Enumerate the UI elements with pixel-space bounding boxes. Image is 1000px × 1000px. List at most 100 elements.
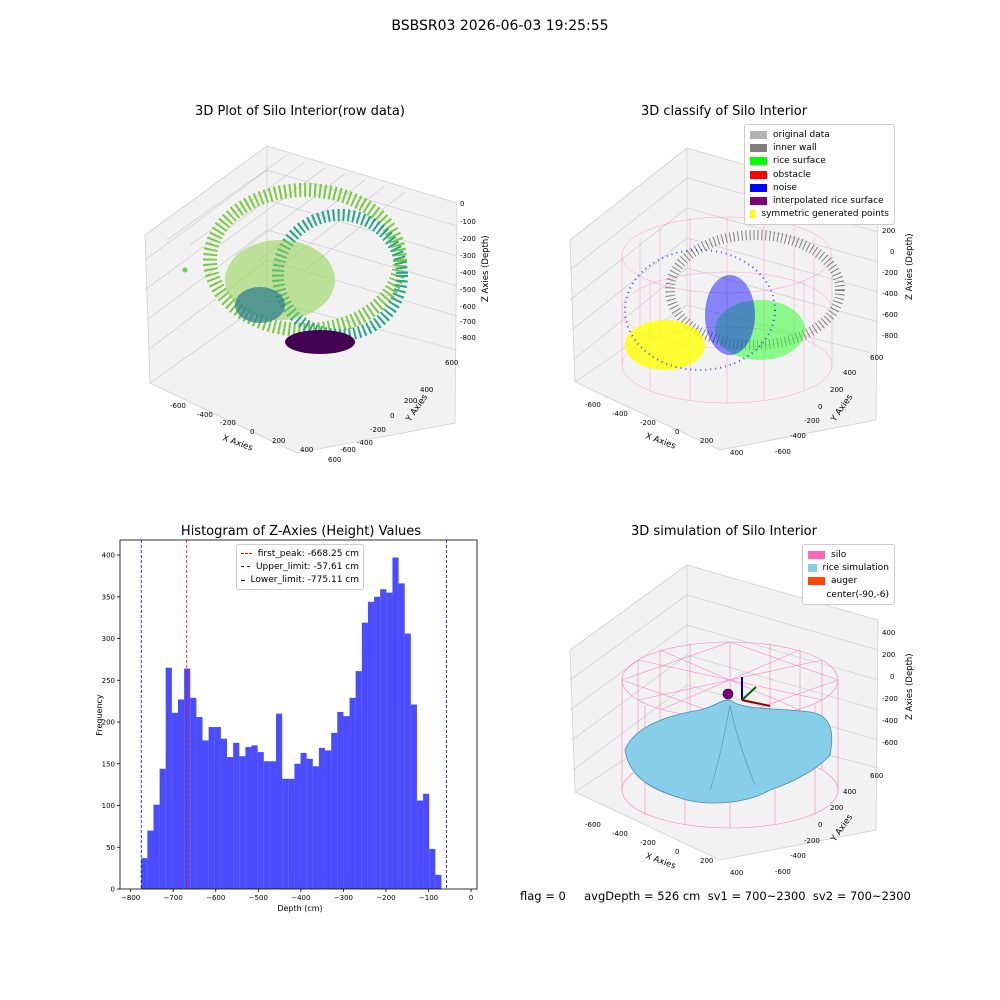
histogram-bar: [294, 763, 301, 889]
simulation-z-tick: -600: [882, 739, 898, 747]
raw-y-tick: 0: [390, 412, 394, 420]
legend-swatch: [808, 550, 825, 559]
histogram-bar: [245, 747, 252, 889]
histogram-bar: [392, 557, 399, 889]
legend-label: rice simulation: [822, 562, 889, 573]
simulation-panel-title: 3D simulation of Silo Interior: [631, 524, 817, 539]
classify-y-tick: -600: [775, 448, 791, 456]
y-tick-label: 400: [102, 552, 115, 560]
classify-z-tick: -600: [882, 311, 898, 319]
simulation-y-tick: -600: [775, 868, 791, 876]
raw-x-ticks: -600 -400 -200 0 200 400 600: [170, 402, 341, 464]
legend-item: auger: [808, 575, 889, 588]
histogram-bar: [325, 750, 332, 889]
legend-label: rice surface: [773, 156, 826, 167]
raw-z-tick: -400: [460, 269, 476, 277]
classify-y-tick: 400: [843, 369, 856, 377]
simulation-x-tick: 200: [700, 857, 713, 865]
raw-panel-title: 3D Plot of Silo Interior(row data): [195, 104, 405, 119]
classify-z-tick: 200: [882, 227, 895, 235]
histogram-bar: [416, 800, 424, 889]
histogram-bar: [300, 752, 307, 889]
legend-swatch: [808, 563, 817, 572]
classify-point-cloud: [624, 230, 845, 371]
raw-y-tick: 400: [420, 386, 433, 394]
legend-item: Lower_limit: -775.11 cm: [241, 574, 359, 587]
y-tick-label: 350: [102, 593, 115, 601]
legend-item: noise: [750, 181, 889, 194]
raw-z-tick: -700: [460, 318, 476, 326]
x-tick-label: −400: [291, 894, 310, 902]
raw-z-ticks: 0 -100 -200 -300 -400 -500 -600 -700 -80…: [460, 200, 476, 342]
legend-line: [241, 579, 245, 581]
simulation-z-tick: 200: [882, 651, 895, 659]
histogram-bar: [276, 713, 283, 889]
histogram-y-ticks: 0 50 100 150 200 250 300 350 400: [102, 552, 120, 894]
simulation-y-tick: -400: [790, 852, 806, 860]
simulation-x-tick: -200: [640, 839, 656, 847]
legend-line: [241, 553, 252, 555]
classify-legend: original data inner wall rice surface ob…: [744, 124, 895, 226]
histogram-bar: [159, 768, 166, 889]
simulation-z-tick: -400: [882, 717, 898, 725]
auger-axis-x: [741, 699, 771, 707]
classify-x-tick: -600: [585, 401, 601, 409]
histogram-bar: [220, 738, 228, 889]
simulation-x-label: X Axies: [644, 851, 677, 871]
simulation-y-tick: 0: [818, 821, 822, 829]
legend-label: auger: [831, 576, 858, 587]
histogram-bar: [177, 699, 185, 889]
simulation-z-tick: -200: [882, 695, 898, 703]
histogram-bar: [306, 758, 313, 889]
raw-y-tick: -600: [340, 446, 356, 454]
histogram-bar: [361, 622, 368, 889]
legend-label: Lower_limit: -775.11 cm: [250, 575, 359, 586]
legend-label: symmetric generated points: [761, 209, 889, 220]
histogram-bar: [423, 793, 430, 889]
raw-x-tick: 600: [328, 456, 341, 464]
classify-panel-title: 3D classify of Silo Interior: [640, 104, 808, 119]
y-tick-label: 150: [102, 760, 115, 768]
classify-x-tick: 0: [675, 428, 679, 436]
simulation-z-tick: 400: [882, 629, 895, 637]
legend-label: noise: [773, 182, 797, 193]
histogram-bar: [190, 697, 197, 889]
simulation-x-tick: 0: [675, 848, 679, 856]
legend-swatch: [750, 197, 767, 206]
raw-z-tick: -300: [460, 252, 476, 260]
histogram-bar: [380, 589, 387, 889]
simulation-z-tick: 0: [890, 673, 894, 681]
legend-item: rice surface: [750, 155, 889, 168]
histogram-bar: [367, 601, 375, 889]
histogram-bar: [208, 727, 215, 889]
classify-z-tick: 0: [890, 248, 894, 256]
histogram-bar: [337, 711, 344, 889]
legend-item: center(-90,-6): [808, 588, 889, 601]
raw-z-label: Z Axies (Depth): [481, 235, 491, 302]
legend-label: original data: [773, 129, 830, 140]
simulation-x-ticks: -600 -400 -200 0 200 400: [585, 821, 743, 877]
y-tick-label: 250: [102, 677, 115, 685]
histogram-axes-frame: [119, 539, 478, 890]
raw-z-tick: -100: [460, 218, 476, 226]
classify-y-ticks: 600 400 200 0 -200 -400 -600: [775, 354, 883, 456]
histogram-x-ticks: −800 −700 −600 −500 −400 −300 −200 −100 0: [121, 889, 473, 902]
raw-x-tick: -600: [170, 402, 186, 410]
raw-x-tick: 0: [250, 428, 254, 436]
rice-ridge: [709, 704, 756, 791]
classify-z-label: Z Axies (Depth): [905, 233, 915, 300]
legend-label: first_peak: -668.25 cm: [257, 548, 359, 559]
legend-item: obstacle: [750, 168, 889, 181]
classify-z-tick: -800: [882, 332, 898, 340]
classify-y-tick: 600: [870, 354, 883, 362]
histogram-bar: [355, 671, 362, 889]
histogram-bar: [227, 757, 234, 889]
histogram-bar: [141, 858, 148, 889]
histogram-bar: [251, 745, 258, 889]
legend-label: obstacle: [773, 169, 811, 180]
histogram-bar: [349, 697, 356, 889]
histogram-bar: [257, 752, 264, 889]
histogram-bar: [171, 712, 178, 889]
histogram-legend: first_peak: -668.25 cm Upper_limit: -57.…: [236, 544, 364, 590]
histogram-bar: [196, 717, 203, 889]
